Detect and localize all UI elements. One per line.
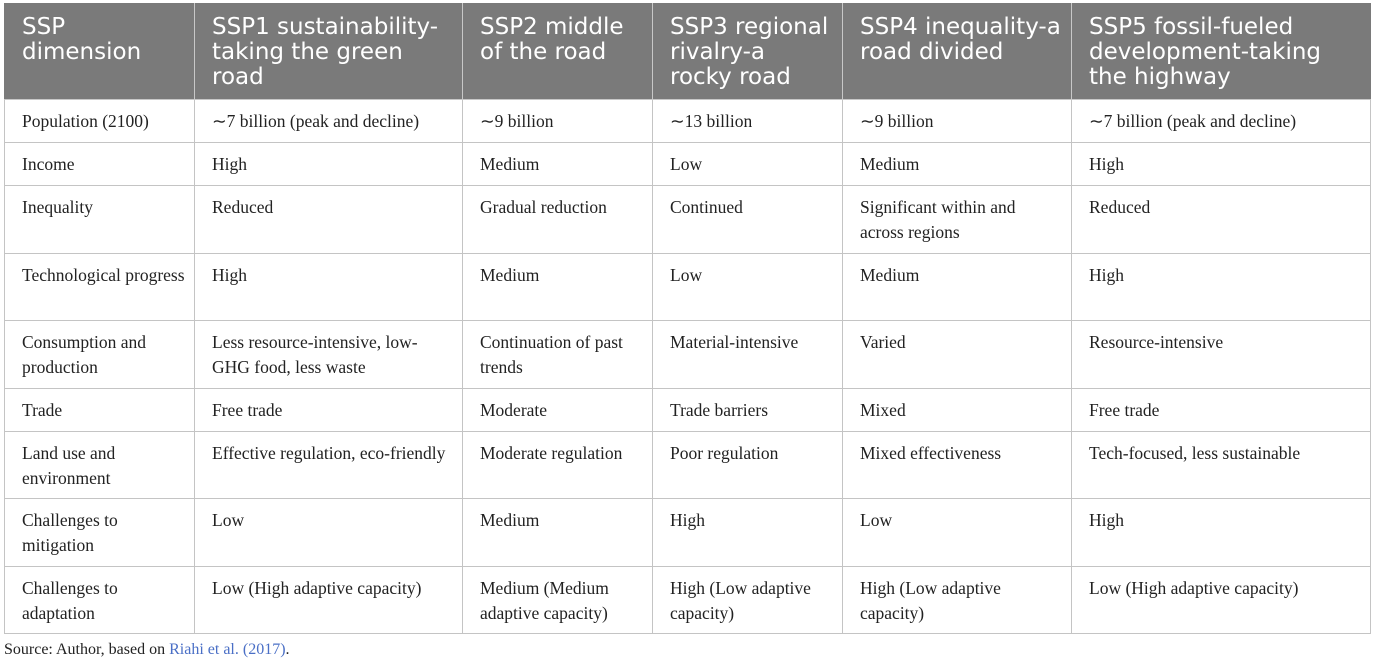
source-note: Source: Author, based on Riahi et al. (2… bbox=[4, 641, 290, 659]
table-cell: Trade barriers bbox=[652, 388, 843, 432]
table-cell: Low (High adaptive capacity) bbox=[1071, 566, 1371, 634]
table-row-income: Income High Medium Low Medium High bbox=[4, 142, 1371, 186]
row-label: Consumption and production bbox=[4, 320, 195, 389]
row-label: Trade bbox=[4, 388, 195, 432]
row-label: Challenges to adaptation bbox=[4, 566, 195, 634]
table-cell: Medium bbox=[842, 142, 1072, 186]
row-label: Population (2100) bbox=[4, 99, 195, 143]
header-ssp5: SSP5 fossil-fueled development-taking th… bbox=[1071, 3, 1371, 100]
row-label: Land use and environment bbox=[4, 431, 195, 499]
table-cell: Medium bbox=[462, 498, 653, 567]
table-cell: Low bbox=[842, 498, 1072, 567]
table-row-challenges-mitigation: Challenges to mitigation Low Medium High… bbox=[4, 498, 1371, 567]
source-prefix: Source: Author, based on bbox=[4, 641, 170, 658]
table-cell: Medium (Medium adaptive capacity) bbox=[462, 566, 653, 634]
table-cell: Mixed effectiveness bbox=[842, 431, 1072, 499]
table-cell: High bbox=[1071, 142, 1371, 186]
table-cell: Material-intensive bbox=[652, 320, 843, 389]
table-cell: Moderate regulation bbox=[462, 431, 653, 499]
table-cell: Low bbox=[652, 142, 843, 186]
table-cell: High bbox=[652, 498, 843, 567]
table-cell: Moderate bbox=[462, 388, 653, 432]
source-suffix: . bbox=[285, 641, 290, 658]
table-cell: High bbox=[194, 253, 463, 321]
table-cell: Reduced bbox=[1071, 185, 1371, 254]
table-cell: High (Low adaptive capacity) bbox=[842, 566, 1072, 634]
header-ssp1: SSP1 sustainability-taking the green roa… bbox=[194, 3, 463, 100]
table-cell: Reduced bbox=[194, 185, 463, 254]
table-cell: Medium bbox=[842, 253, 1072, 321]
row-label: Income bbox=[4, 142, 195, 186]
table-cell: Medium bbox=[462, 253, 653, 321]
table-cell: Free trade bbox=[1071, 388, 1371, 432]
row-label: Challenges to mitigation bbox=[4, 498, 195, 567]
table-row-population: Population (2100) ∼7 billion (peak and d… bbox=[4, 99, 1371, 143]
header-ssp4: SSP4 inequality-a road divided bbox=[842, 3, 1072, 100]
table-cell: Gradual reduction bbox=[462, 185, 653, 254]
table-cell: Low bbox=[194, 498, 463, 567]
header-ssp2: SSP2 middle of the road bbox=[462, 3, 653, 100]
table-row-trade: Trade Free trade Moderate Trade barriers… bbox=[4, 388, 1371, 432]
table-cell: High bbox=[194, 142, 463, 186]
row-label: Technological progress bbox=[4, 253, 195, 321]
ssp-table-container: SSP dimension SSP1 sustainability-taking… bbox=[4, 3, 1371, 634]
table-cell: Free trade bbox=[194, 388, 463, 432]
table-row-consumption-production: Consumption and production Less resource… bbox=[4, 320, 1371, 389]
header-ssp-dimension: SSP dimension bbox=[4, 3, 195, 100]
table-row-land-use: Land use and environment Effective regul… bbox=[4, 431, 1371, 499]
table-cell: Medium bbox=[462, 142, 653, 186]
table-row-technological-progress: Technological progress High Medium Low M… bbox=[4, 253, 1371, 321]
table-cell: Poor regulation bbox=[652, 431, 843, 499]
citation-link[interactable]: Riahi et al. (2017) bbox=[169, 641, 286, 658]
ssp-comparison-table: SSP dimension SSP1 sustainability-taking… bbox=[4, 3, 1371, 634]
table-cell: Varied bbox=[842, 320, 1072, 389]
table-cell: ∼9 billion bbox=[462, 99, 653, 143]
header-ssp3: SSP3 regional rivalry-a rocky road bbox=[652, 3, 843, 100]
table-cell: ∼13 billion bbox=[652, 99, 843, 143]
table-cell: Significant within and across regions bbox=[842, 185, 1072, 254]
table-header-row: SSP dimension SSP1 sustainability-taking… bbox=[4, 3, 1371, 100]
table-cell: High (Low adaptive capacity) bbox=[652, 566, 843, 634]
table-cell: High bbox=[1071, 498, 1371, 567]
table-cell: Mixed bbox=[842, 388, 1072, 432]
table-cell: Less resource-intensive, low-GHG food, l… bbox=[194, 320, 463, 389]
table-cell: ∼7 billion (peak and decline) bbox=[1071, 99, 1371, 143]
table-cell: Effective regulation, eco-friendly bbox=[194, 431, 463, 499]
table-row-challenges-adaptation: Challenges to adaptation Low (High adapt… bbox=[4, 566, 1371, 634]
row-label: Inequality bbox=[4, 185, 195, 254]
table-cell: ∼7 billion (peak and decline) bbox=[194, 99, 463, 143]
table-cell: ∼9 billion bbox=[842, 99, 1072, 143]
table-cell: Low (High adaptive capacity) bbox=[194, 566, 463, 634]
table-cell: Continued bbox=[652, 185, 843, 254]
table-cell: Continuation of past trends bbox=[462, 320, 653, 389]
table-cell: Tech-focused, less sustainable bbox=[1071, 431, 1371, 499]
table-cell: Resource-intensive bbox=[1071, 320, 1371, 389]
table-cell: Low bbox=[652, 253, 843, 321]
table-cell: High bbox=[1071, 253, 1371, 321]
table-row-inequality: Inequality Reduced Gradual reduction Con… bbox=[4, 185, 1371, 254]
